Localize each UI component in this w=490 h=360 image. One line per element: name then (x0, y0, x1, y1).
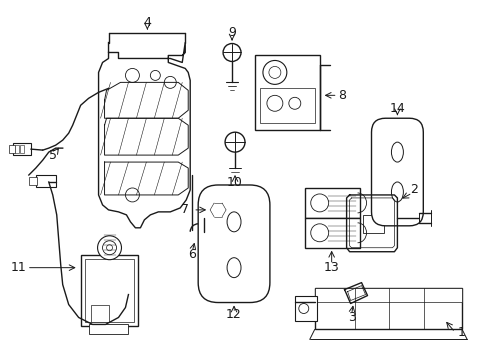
Bar (363, 215, 385, 233)
Circle shape (311, 194, 329, 212)
Bar (13, 143, 31, 155)
Circle shape (299, 303, 309, 314)
FancyBboxPatch shape (371, 118, 423, 226)
Text: 4: 4 (144, 16, 151, 29)
Bar (305, 218, 360, 248)
Circle shape (263, 60, 287, 84)
Text: 14: 14 (390, 102, 405, 115)
Bar (305, 188, 360, 218)
Bar (15, 145, 19, 153)
FancyBboxPatch shape (198, 185, 270, 302)
Bar (295, 296, 317, 321)
Circle shape (209, 201, 227, 219)
Bar (36, 175, 56, 187)
Text: 13: 13 (324, 261, 340, 274)
Circle shape (164, 76, 176, 88)
Text: 3: 3 (347, 311, 356, 324)
Bar (315, 288, 462, 329)
Bar (85, 259, 134, 323)
Circle shape (98, 236, 122, 260)
Circle shape (125, 188, 140, 202)
Text: 2: 2 (411, 184, 418, 197)
Text: 1: 1 (457, 326, 465, 339)
Circle shape (102, 241, 117, 255)
Bar (9, 145, 15, 153)
Circle shape (125, 68, 140, 82)
Bar (81, 255, 138, 327)
Ellipse shape (392, 142, 403, 162)
Text: 11: 11 (11, 261, 27, 274)
Ellipse shape (227, 212, 241, 232)
Ellipse shape (392, 182, 403, 202)
Bar (260, 88, 315, 123)
Bar (20, 145, 24, 153)
Text: 7: 7 (181, 203, 189, 216)
Bar (29, 177, 37, 185)
Text: 10: 10 (227, 176, 243, 189)
Ellipse shape (227, 258, 241, 278)
Circle shape (225, 132, 245, 152)
Text: 5: 5 (49, 149, 57, 162)
Text: 8: 8 (338, 89, 345, 102)
Bar (255, 55, 319, 130)
Circle shape (223, 44, 241, 62)
Bar (89, 324, 128, 334)
Circle shape (269, 67, 281, 78)
Text: 6: 6 (188, 248, 196, 261)
Circle shape (267, 95, 283, 111)
Text: 9: 9 (228, 26, 236, 39)
Circle shape (311, 224, 329, 242)
Bar (91, 305, 108, 323)
Text: 12: 12 (226, 308, 242, 321)
Bar (315, 288, 462, 302)
Circle shape (106, 245, 113, 251)
Circle shape (289, 97, 301, 109)
Circle shape (213, 205, 223, 215)
Circle shape (150, 71, 160, 80)
